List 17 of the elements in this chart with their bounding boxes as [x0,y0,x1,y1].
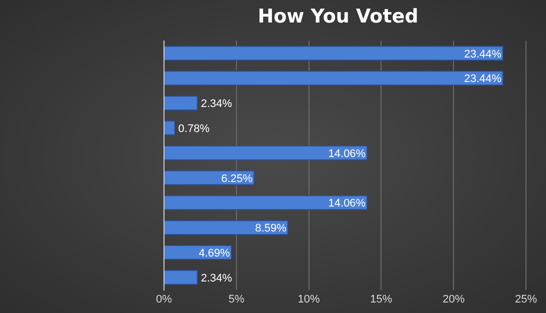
data-label: 6.25% [221,172,253,185]
x-tick-label: 5% [228,293,245,306]
x-tick-label: 10% [298,293,320,306]
x-tick-label: 25% [514,293,538,306]
x-tick-label: 0% [156,293,172,306]
x-tick-label: 20% [442,293,465,306]
data-label: 23.44% [464,48,502,60]
data-label: 14.06% [328,198,366,210]
data-label: 23.44% [464,73,502,86]
x-tick-label: 15% [370,293,392,306]
chart-title: How You Voted [258,5,418,28]
data-label: 0.78% [178,122,210,135]
data-label: 2.34% [200,98,232,110]
data-label: 4.69% [198,247,230,260]
data-label: 8.59% [255,222,287,235]
data-label: 14.06% [328,148,366,160]
data-label: 2.34% [200,272,232,284]
